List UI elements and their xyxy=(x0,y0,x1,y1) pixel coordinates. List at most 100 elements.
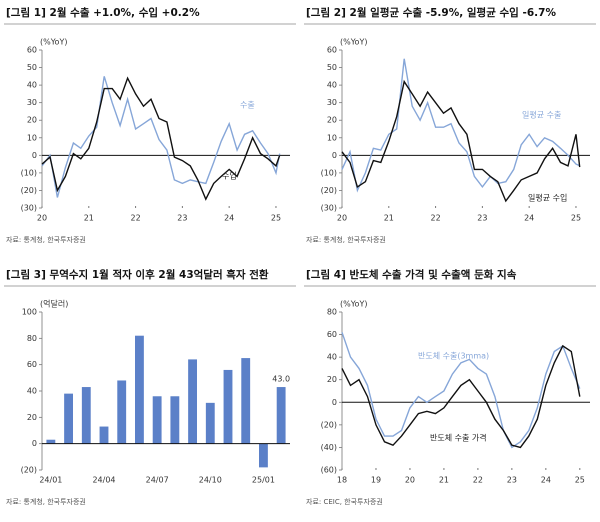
y-tick-label: 30 xyxy=(27,98,37,107)
y-tick-label: 0 xyxy=(32,151,37,160)
x-tick-label: 24 xyxy=(541,476,551,485)
y-tick-label: 20 xyxy=(327,375,337,384)
chart-title: [그림 4] 반도체 수출 가격 및 수출액 둔화 지속 xyxy=(306,268,517,281)
x-tick-label: 20 xyxy=(337,214,347,223)
bar xyxy=(170,396,180,444)
x-tick-label: 18 xyxy=(337,476,347,485)
x-tick-label: 25 xyxy=(571,214,581,223)
y-tick-label: 50 xyxy=(327,63,337,72)
y-tick-label: 80 xyxy=(27,334,37,343)
y-tick-label: 60 xyxy=(27,46,37,55)
bar xyxy=(46,439,56,444)
source: 자료: 통계청, 한국투자증권 xyxy=(6,235,86,244)
x-tick-label: 21 xyxy=(439,476,449,485)
y-tick-label: 0 xyxy=(332,151,337,160)
y-tick-label: (10) xyxy=(21,168,37,177)
x-tick-label: 24 xyxy=(524,214,534,223)
y-tick-label: 40 xyxy=(27,81,37,90)
bar xyxy=(241,358,251,444)
y-tick-label: 0 xyxy=(32,439,37,448)
series-line xyxy=(341,332,581,449)
y-tick-label: (60) xyxy=(321,466,337,475)
x-tick-label: 25 xyxy=(271,214,281,223)
series-label: 수입 xyxy=(222,172,237,181)
y-tick-label: 80 xyxy=(327,308,337,317)
y-tick-label: 20 xyxy=(27,413,37,422)
x-tick-label: 25 xyxy=(575,476,585,485)
x-tick-label: 19 xyxy=(371,476,381,485)
series-label: 수출 xyxy=(240,100,255,110)
series-line xyxy=(341,344,581,449)
source: 자료: 통계청, 한국투자증권 xyxy=(6,497,86,506)
y-tick-label: (20) xyxy=(321,186,337,195)
series-line xyxy=(41,76,281,198)
x-tick-label: 22 xyxy=(430,214,440,223)
x-tick-label: 24/04 xyxy=(92,476,115,485)
x-tick-label: 23 xyxy=(177,214,187,223)
y-tick-label: (30) xyxy=(21,204,37,213)
series-line xyxy=(341,58,580,193)
bar xyxy=(99,426,109,444)
series-label: 일평균 수입 xyxy=(528,193,567,203)
x-tick-label: 21 xyxy=(384,214,394,223)
bar xyxy=(259,443,268,468)
y-axis-label: (%YoY) xyxy=(340,300,367,309)
x-tick-label: 22 xyxy=(130,214,140,223)
x-tick-label: 24/10 xyxy=(199,476,222,485)
y-tick-label: 100 xyxy=(22,308,37,317)
chart-title: [그림 2] 2월 일평균 수출 -5.9%, 일평균 수입 -6.7% xyxy=(306,6,556,19)
y-tick-label: 60 xyxy=(27,360,37,369)
x-tick-label: 22 xyxy=(473,476,483,485)
x-tick-label: 20 xyxy=(405,476,415,485)
y-tick-label: 20 xyxy=(327,116,337,125)
bar xyxy=(223,369,233,444)
y-tick-label: (40) xyxy=(321,443,337,452)
y-tick-label: (30) xyxy=(321,204,337,213)
value-label: 43.0 xyxy=(272,375,290,384)
x-tick-label: 25/01 xyxy=(252,476,275,485)
bar xyxy=(81,387,91,444)
y-tick-label: (20) xyxy=(321,420,337,429)
y-axis-label: (억달러) xyxy=(40,299,68,309)
bar xyxy=(276,387,286,444)
y-tick-label: 40 xyxy=(327,81,337,90)
x-tick-label: 24 xyxy=(224,214,234,223)
bar xyxy=(135,335,144,444)
y-tick-label: 10 xyxy=(327,133,337,142)
bar xyxy=(188,359,197,444)
y-tick-label: 50 xyxy=(27,63,37,72)
y-axis-label: (%YoY) xyxy=(40,38,67,47)
y-tick-label: 60 xyxy=(327,46,337,55)
series-line xyxy=(41,76,281,201)
y-tick-label: (10) xyxy=(321,168,337,177)
x-tick-label: 24/07 xyxy=(146,476,169,485)
chart-title: [그림 1] 2월 수출 +1.0%, 수입 +0.2% xyxy=(6,6,200,19)
bar xyxy=(64,393,73,444)
y-tick-label: 60 xyxy=(327,330,337,339)
y-tick-label: 40 xyxy=(327,353,337,362)
bar xyxy=(152,396,162,444)
x-tick-label: 24/01 xyxy=(39,476,62,485)
y-tick-label: (20) xyxy=(21,186,37,195)
y-tick-label: 40 xyxy=(27,387,37,396)
y-tick-label: (20) xyxy=(21,466,37,475)
x-tick-label: 21 xyxy=(84,214,94,223)
series-label: 반도체 수출(3mma) xyxy=(418,351,489,361)
y-tick-label: 30 xyxy=(327,98,337,107)
series-label: 일평균 수출 xyxy=(522,110,561,120)
x-tick-label: 23 xyxy=(477,214,487,223)
series-line xyxy=(341,79,581,203)
y-tick-label: 10 xyxy=(27,133,37,142)
y-tick-label: 20 xyxy=(27,116,37,125)
bar xyxy=(117,380,127,444)
y-tick-label: 0 xyxy=(332,398,337,407)
bar xyxy=(205,402,215,444)
source: 자료: CEIC, 한국투자증권 xyxy=(306,497,383,506)
x-tick-label: 23 xyxy=(507,476,517,485)
chart-title: [그림 3] 무역수지 1월 적자 이후 2월 43억달러 흑자 전환 xyxy=(6,268,269,281)
source: 자료: 통계청, 한국투자증권 xyxy=(306,235,386,244)
x-tick-label: 20 xyxy=(37,214,47,223)
series-label: 반도체 수출 가격 xyxy=(430,433,487,443)
y-axis-label: (%YoY) xyxy=(340,38,367,47)
